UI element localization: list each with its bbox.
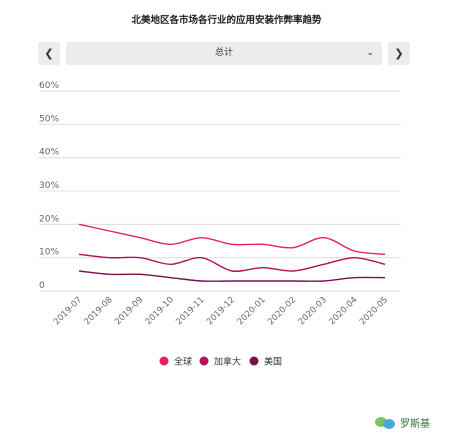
- legend-marker[interactable]: [249, 356, 259, 366]
- x-tick-label: 2020-02: [266, 295, 298, 327]
- x-tick-label: 2019-11: [174, 295, 206, 327]
- category-select[interactable]: 总计 ⌄: [66, 42, 382, 65]
- legend-marker[interactable]: [199, 356, 209, 366]
- legend-label[interactable]: 美国: [264, 356, 282, 368]
- series-line-2: [78, 270, 386, 282]
- x-tick-label: 2019-07: [52, 295, 84, 327]
- watermark: 罗斯基: [374, 415, 430, 430]
- series-line-0: [78, 223, 386, 256]
- x-tick-label: 2019-10: [144, 295, 176, 327]
- legend: 全球 加拿大 美国: [159, 356, 282, 368]
- chevron-down-icon: ⌄: [366, 48, 374, 58]
- category-select-value: 总计: [214, 48, 233, 58]
- series-line-1: [78, 253, 386, 273]
- y-tick-label: 30%: [39, 181, 59, 191]
- chart-title: 北美地区各市场各行业的应用安装作弊率趋势: [131, 15, 322, 26]
- watermark-text: 罗斯基: [400, 419, 430, 430]
- chevron-left-icon: ❮: [44, 47, 54, 60]
- y-axis-ticks: 0 10% 20% 30% 40% 50% 60%: [39, 81, 59, 291]
- x-tick-label: 2019-08: [83, 295, 115, 327]
- chevron-right-icon: ❯: [394, 47, 404, 60]
- legend-marker[interactable]: [159, 356, 169, 366]
- y-tick-label: 60%: [39, 81, 59, 91]
- wechat-logo-icon: [375, 416, 395, 429]
- x-tick-label: 2020-05: [358, 295, 390, 327]
- y-tick-label: 40%: [39, 148, 59, 158]
- next-button[interactable]: ❯: [388, 42, 410, 65]
- x-tick-label: 2019-12: [205, 295, 237, 327]
- grid-layer: [39, 90, 401, 292]
- y-tick-label: 50%: [39, 114, 59, 124]
- x-tick-label: 2020-04: [327, 295, 359, 327]
- series-layer: [78, 223, 386, 282]
- legend-label[interactable]: 加拿大: [214, 356, 241, 368]
- x-tick-label: 2020-03: [297, 295, 329, 327]
- y-tick-label: 0: [39, 281, 45, 291]
- y-tick-label: 10%: [39, 248, 59, 258]
- legend-label[interactable]: 全球: [174, 356, 192, 368]
- x-axis-ticks: 2019-072019-082019-092019-102019-112019-…: [52, 295, 390, 327]
- x-tick-label: 2019-09: [113, 295, 145, 327]
- y-tick-label: 20%: [39, 214, 59, 224]
- prev-button[interactable]: ❮: [38, 42, 60, 65]
- x-tick-label: 2020-01: [236, 295, 268, 327]
